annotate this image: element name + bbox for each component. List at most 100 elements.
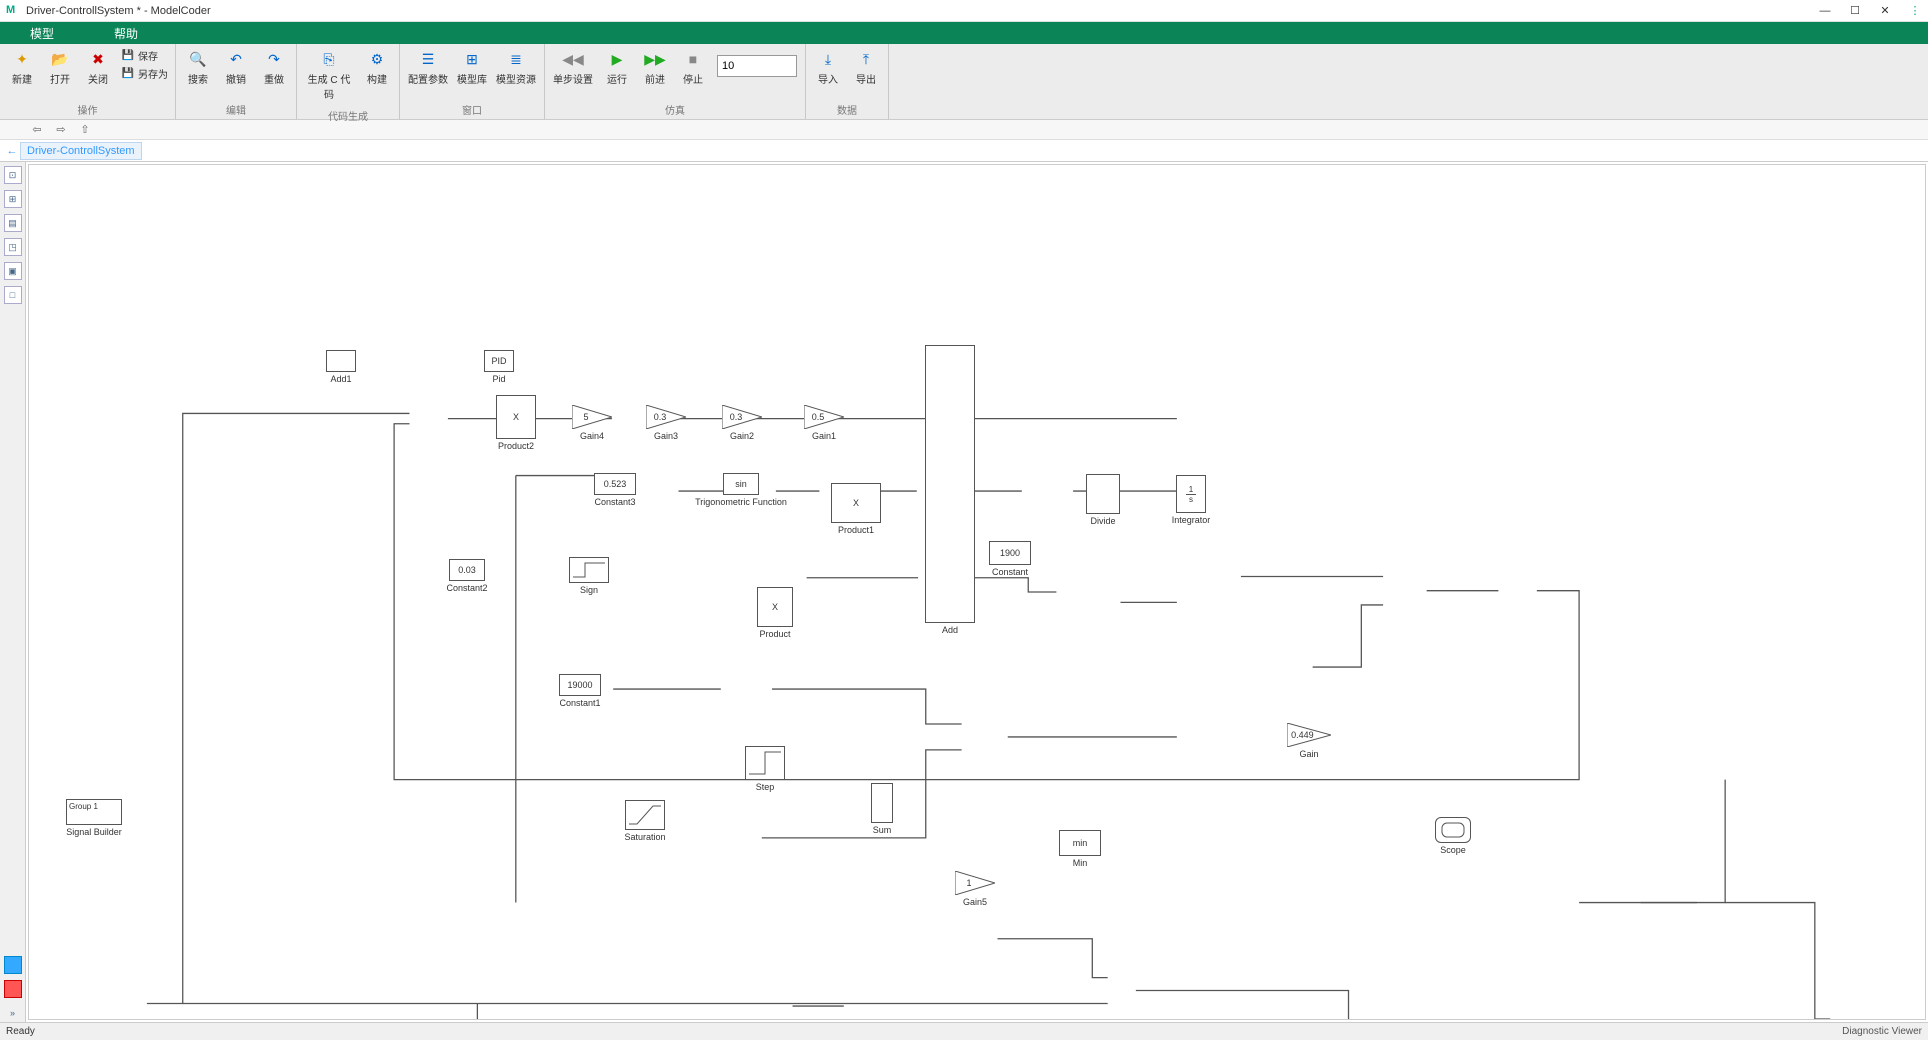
left-btn-b3[interactable]: » [4,1004,22,1022]
menu-help[interactable]: 帮助 [84,25,168,42]
ribbon-label-sim: 仿真 [545,100,805,119]
open-icon: 📂 [50,49,70,69]
block-signalbuilder[interactable]: Group 1 [66,799,122,825]
block-sign[interactable] [569,557,609,583]
block-constant[interactable]: 1900 [989,541,1031,565]
main-area: ⊡ ⊞ ▤ ◳ ▣ □ » [0,162,1928,1022]
block-scope[interactable] [1435,817,1471,843]
undo-icon: ↶ [226,49,246,69]
new-button[interactable]: ✦新建 [4,47,40,88]
label-add1: Add1 [326,374,356,384]
block-product[interactable]: X [757,587,793,627]
block-constant3[interactable]: 0.523 [594,473,636,495]
label-sum: Sum [867,825,897,835]
block-min[interactable]: min [1059,830,1101,856]
status-ready: Ready [6,1026,35,1037]
block-pid[interactable]: PID [484,350,514,372]
forward-button[interactable]: ▶▶前进 [637,47,673,88]
nav-back[interactable]: ⇦ [30,123,44,137]
step-icon: ◀◀ [563,49,583,69]
block-gain1[interactable]: 0.5 [804,405,844,429]
left-btn-b2[interactable] [4,980,22,998]
left-btn-b1[interactable] [4,956,22,974]
minimize-button[interactable]: — [1818,4,1832,18]
menu-bar: 模型 帮助 [0,22,1928,44]
block-add[interactable] [925,345,975,623]
block-saturation[interactable] [625,800,665,830]
library-icon: ⊞ [462,49,482,69]
block-gain2[interactable]: 0.3 [722,405,762,429]
close-button[interactable]: ✕ [1878,4,1892,18]
resources-button[interactable]: ≣模型资源 [492,47,540,88]
block-product2[interactable]: X [496,395,536,439]
label-constant1: Constant1 [549,698,611,708]
open-button[interactable]: 📂打开 [42,47,78,88]
maximize-button[interactable]: ☐ [1848,4,1862,18]
saveas-button[interactable]: 💾另存为 [118,65,171,82]
breadcrumb-back[interactable]: ← [4,145,20,157]
window-buttons: — ☐ ✕ ⋮ [1818,4,1922,18]
library-button[interactable]: ⊞模型库 [454,47,490,88]
stop-icon: ■ [683,49,703,69]
block-add1[interactable] [326,350,356,372]
config-icon: ☰ [418,49,438,69]
label-gain2: Gain2 [722,431,762,441]
sim-time-input[interactable] [717,55,797,77]
build-button[interactable]: ⚙构建 [359,47,395,88]
breadcrumb: ← Driver-ControllSystem [0,140,1928,162]
block-integrator[interactable]: 1s [1176,475,1206,513]
block-gain[interactable]: 0.449 [1287,723,1331,747]
menu-model[interactable]: 模型 [0,25,84,42]
label-trig: Trigonometric Function [679,497,803,507]
search-button[interactable]: 🔍搜索 [180,47,216,88]
save-icon: 💾 [121,49,135,63]
label-divide: Divide [1079,516,1127,526]
undo-button[interactable]: ↶撤销 [218,47,254,88]
block-sum[interactable] [871,783,893,823]
label-gain1: Gain1 [804,431,844,441]
stop-button[interactable]: ■停止 [675,47,711,88]
label-gain: Gain [1287,749,1331,759]
breadcrumb-model[interactable]: Driver-ControllSystem [20,142,142,160]
block-trig[interactable]: sin [723,473,759,495]
import-button[interactable]: ⤓导入 [810,47,846,88]
run-button[interactable]: ▶运行 [599,47,635,88]
nav-forward[interactable]: ⇨ [54,123,68,137]
left-btn-3[interactable]: ▤ [4,214,22,232]
label-saturation: Saturation [615,832,675,842]
extra-button[interactable]: ⋮ [1908,4,1922,18]
status-diag[interactable]: Diagnostic Viewer [1842,1026,1922,1037]
canvas[interactable]: Add1 PID Pid X Product2 5 Gain4 0.3 Gain… [28,164,1926,1020]
export-button[interactable]: ⤒导出 [848,47,884,88]
block-step[interactable] [745,746,785,780]
block-gain3[interactable]: 0.3 [646,405,686,429]
ribbon: ✦新建 📂打开 ✖关闭 💾保存 💾另存为 操作 🔍搜索 ↶撤销 ↷重做 编辑 ⎘… [0,44,1928,120]
label-add: Add [925,625,975,635]
label-product2: Product2 [486,441,546,451]
left-btn-1[interactable]: ⊡ [4,166,22,184]
config-button[interactable]: ☰配置参数 [404,47,452,88]
step-button[interactable]: ◀◀单步设置 [549,47,597,88]
block-divide[interactable] [1086,474,1120,514]
redo-button[interactable]: ↷重做 [256,47,292,88]
ribbon-group-edit: 🔍搜索 ↶撤销 ↷重做 编辑 [176,44,297,119]
block-constant1[interactable]: 19000 [559,674,601,696]
nav-up[interactable]: ⇧ [78,123,92,137]
block-gain5[interactable]: 1 [955,871,995,895]
left-btn-6[interactable]: □ [4,286,22,304]
label-pid: Pid [484,374,514,384]
ribbon-label-edit: 编辑 [176,100,296,119]
ribbon-label-window: 窗口 [400,100,544,119]
block-product1[interactable]: X [831,483,881,523]
left-btn-2[interactable]: ⊞ [4,190,22,208]
block-gain4[interactable]: 5 [572,405,612,429]
left-btn-4[interactable]: ◳ [4,238,22,256]
resources-icon: ≣ [506,49,526,69]
close-button-tb[interactable]: ✖关闭 [80,47,116,88]
save-button[interactable]: 💾保存 [118,47,171,64]
close-icon: ✖ [88,49,108,69]
block-constant2[interactable]: 0.03 [449,559,485,581]
gencode-button[interactable]: ⎘生成 C 代码 [301,47,357,103]
left-btn-5[interactable]: ▣ [4,262,22,280]
import-icon: ⤓ [818,49,838,69]
